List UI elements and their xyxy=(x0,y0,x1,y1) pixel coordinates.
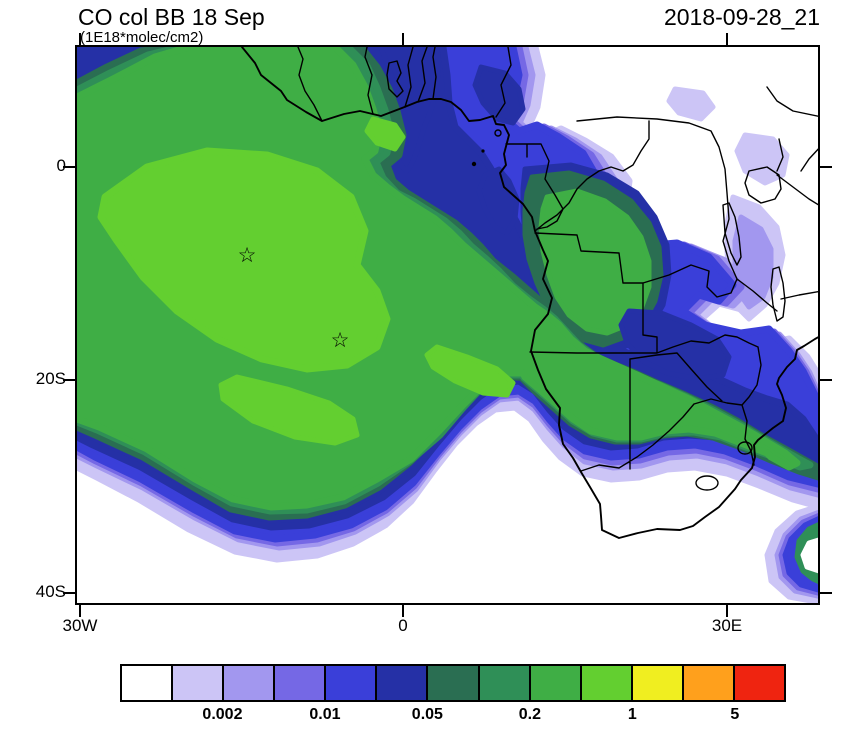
colorbar-cell xyxy=(479,666,531,700)
fire-star-marker-1: ☆ xyxy=(238,244,257,267)
axis-tick xyxy=(63,166,75,168)
colorbar-cell xyxy=(734,666,785,700)
swaziland-border xyxy=(737,441,753,455)
colorbar-tick-label: 1 xyxy=(627,706,637,723)
colorbar-cell xyxy=(275,666,327,700)
map-plot-area: ☆ ☆ xyxy=(75,45,820,605)
contour-region-level9-south-lobe xyxy=(218,374,360,446)
lesotho-border xyxy=(695,475,719,491)
colorbar-cell xyxy=(530,666,582,700)
datetime-label: 2018-09-28_21 xyxy=(663,4,820,30)
axis-tick xyxy=(820,592,832,594)
axis-tick xyxy=(402,33,404,45)
contour-region-level5-zambia-patch xyxy=(618,308,732,382)
colorbar-cell xyxy=(173,666,225,700)
colorbar-cell xyxy=(326,666,378,700)
axis-tick xyxy=(63,592,75,594)
colorbar-cell xyxy=(581,666,633,700)
x-axis-label-0: 0 xyxy=(398,616,408,635)
colorbar-cell xyxy=(428,666,480,700)
country-borders xyxy=(297,47,818,472)
fire-star-marker-2: ☆ xyxy=(331,329,350,352)
contour-region-level9-angola-streak xyxy=(424,344,516,398)
x-axis-label-30e: 30E xyxy=(711,616,743,635)
colorbar-cell xyxy=(683,666,735,700)
axis-tick xyxy=(726,605,728,617)
africa-coastline xyxy=(241,47,818,539)
axis-tick xyxy=(79,605,81,617)
units-label: (1E18*molec/cm2) xyxy=(80,29,204,46)
axis-tick xyxy=(726,33,728,45)
colorbar-cell xyxy=(632,666,684,700)
colorbar-labels: 0.002 0.01 0.05 0.2 1 5 xyxy=(120,706,786,728)
colorbar-tick-label: 5 xyxy=(730,706,740,723)
contour-region-level9-ghana-coast-spot xyxy=(364,116,406,152)
x-axis-label-30w: 30W xyxy=(62,616,98,635)
axis-tick xyxy=(402,605,404,617)
colorbar xyxy=(120,664,786,702)
contour-region-hook-eye xyxy=(800,537,818,574)
colorbar-cell xyxy=(377,666,429,700)
contour-region-level5-cameroon-patch xyxy=(472,64,526,126)
y-axis-label-0: 0 xyxy=(56,156,66,175)
principe-island xyxy=(481,149,485,153)
contour-map: ☆ ☆ xyxy=(77,47,818,603)
lakes-outline xyxy=(386,60,786,322)
colorbar-cell xyxy=(122,666,174,700)
contour-region-level1-car-patch xyxy=(666,86,716,122)
colorbar-cell xyxy=(224,666,276,700)
colorbar-tick-label: 0.002 xyxy=(202,706,243,723)
contour-region-level9-atlantic-core xyxy=(97,147,391,373)
bioko-island xyxy=(494,129,502,137)
page-title: CO col BB 18 Sep xyxy=(78,4,265,30)
axis-tick xyxy=(79,33,81,45)
y-axis-label-40s: 40S xyxy=(35,582,66,601)
contour-region-level5-gabon-coast-patch xyxy=(476,166,520,236)
colorbar-tick-label: 0.05 xyxy=(411,706,443,723)
axis-tick xyxy=(820,166,832,168)
colorbar-tick-label: 0.2 xyxy=(518,706,541,723)
sao-tome-island xyxy=(471,161,477,167)
colorbar-tick-label: 0.01 xyxy=(309,706,341,723)
axis-tick xyxy=(820,379,832,381)
y-axis-label-20s: 20S xyxy=(35,369,66,388)
axis-tick xyxy=(63,379,75,381)
